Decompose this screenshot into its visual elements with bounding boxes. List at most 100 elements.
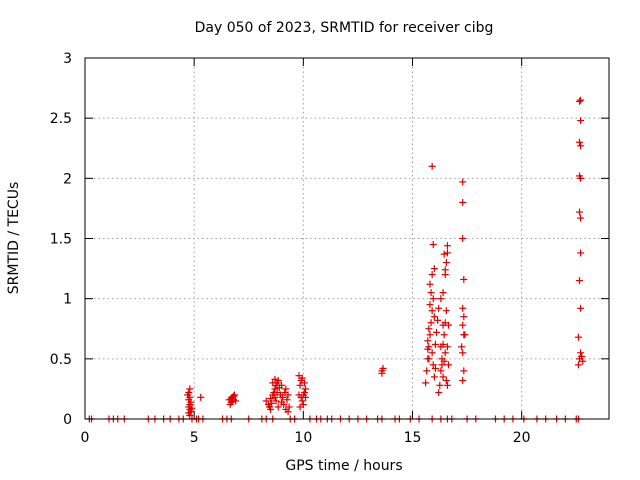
data-point — [576, 138, 584, 146]
data-point — [441, 266, 449, 274]
chart-title: Day 050 of 2023, SRMTID for receiver cib… — [195, 20, 494, 36]
data-point — [424, 345, 432, 353]
data-point — [428, 349, 436, 357]
y-tick-label: 2 — [63, 171, 72, 187]
data-point — [459, 376, 467, 384]
data-point — [427, 289, 435, 297]
data-point — [379, 364, 387, 372]
data-point — [186, 411, 194, 419]
data-point — [429, 295, 437, 303]
data-point — [576, 277, 584, 285]
y-tick-label: 3 — [63, 51, 72, 67]
data-point — [459, 321, 467, 329]
data-point — [430, 373, 438, 381]
data-point — [427, 319, 435, 327]
y-tick-label: 2.5 — [50, 111, 72, 127]
data-point — [577, 117, 585, 125]
data-point — [425, 325, 433, 333]
axis-ticks — [84, 57, 609, 420]
data-point — [441, 349, 449, 357]
data-point — [271, 375, 279, 383]
x-tick-labels: 0 5 10 15 20 — [81, 430, 531, 446]
data-point — [229, 392, 237, 400]
data-point — [429, 361, 437, 369]
data-point — [577, 96, 585, 104]
data-point — [461, 331, 469, 339]
data-point — [460, 367, 468, 375]
data-point — [576, 172, 584, 180]
y-tick-labels: 0 0.5 1 1.5 2 2.5 3 — [50, 51, 72, 428]
data-point — [426, 301, 434, 309]
data-point — [188, 404, 196, 412]
data-point — [459, 304, 467, 312]
data-point — [437, 343, 445, 351]
data-point — [197, 393, 205, 401]
data-point — [280, 401, 288, 409]
data-point — [268, 399, 276, 407]
x-tick-label: 10 — [294, 430, 312, 446]
data-point — [577, 304, 585, 312]
data-point — [186, 385, 194, 393]
data-point — [225, 396, 233, 404]
data-point — [428, 162, 436, 170]
data-point — [431, 364, 439, 372]
y-axis-label: SRMTID / TECUs — [6, 182, 22, 295]
data-point — [445, 361, 453, 369]
data-point — [436, 381, 444, 389]
data-point — [422, 379, 430, 387]
grid-lines — [85, 58, 609, 419]
x-tick-label: 0 — [81, 430, 90, 446]
data-point — [579, 357, 587, 365]
data-point — [232, 397, 240, 405]
data-point — [440, 250, 448, 258]
data-point — [300, 379, 308, 387]
data-point — [574, 361, 582, 369]
x-tick-label: 5 — [190, 430, 199, 446]
x-tick-label: 20 — [513, 430, 531, 446]
data-point — [443, 381, 451, 389]
data-point — [440, 331, 448, 339]
data-point — [439, 289, 447, 297]
data-point — [296, 403, 304, 411]
data-point — [282, 385, 290, 393]
data-point — [187, 408, 195, 416]
data-point — [423, 367, 431, 375]
data-point — [262, 397, 270, 405]
data-point — [430, 265, 438, 273]
data-point — [428, 307, 436, 315]
data-point — [443, 242, 451, 250]
data-point — [296, 381, 304, 389]
data-point — [283, 396, 291, 404]
data-point — [459, 198, 467, 206]
data-point — [459, 349, 467, 357]
y-tick-label: 0 — [63, 412, 72, 428]
data-point — [271, 385, 279, 393]
data-point — [577, 349, 585, 357]
y-tick-label: 1.5 — [50, 232, 72, 248]
data-point — [295, 372, 303, 380]
data-point — [577, 249, 585, 257]
data-point — [577, 214, 585, 222]
data-point — [576, 208, 584, 216]
data-point — [267, 405, 275, 413]
data-point — [439, 373, 447, 381]
data-point — [298, 397, 306, 405]
data-point — [302, 385, 310, 393]
data-point — [279, 393, 287, 401]
data-point — [437, 367, 445, 375]
data-point — [578, 352, 586, 360]
data-point — [437, 295, 445, 303]
y-tick-label: 0.5 — [50, 352, 72, 368]
data-point — [435, 304, 443, 312]
data-point — [430, 313, 438, 321]
data-point — [435, 389, 443, 397]
data-point — [424, 337, 432, 345]
x-axis-label: GPS time / hours — [285, 458, 402, 474]
data-point — [284, 408, 292, 416]
data-point — [442, 259, 450, 267]
data-point — [426, 331, 434, 339]
data-point — [459, 178, 467, 186]
data-point — [440, 357, 448, 365]
data-point — [443, 343, 451, 351]
